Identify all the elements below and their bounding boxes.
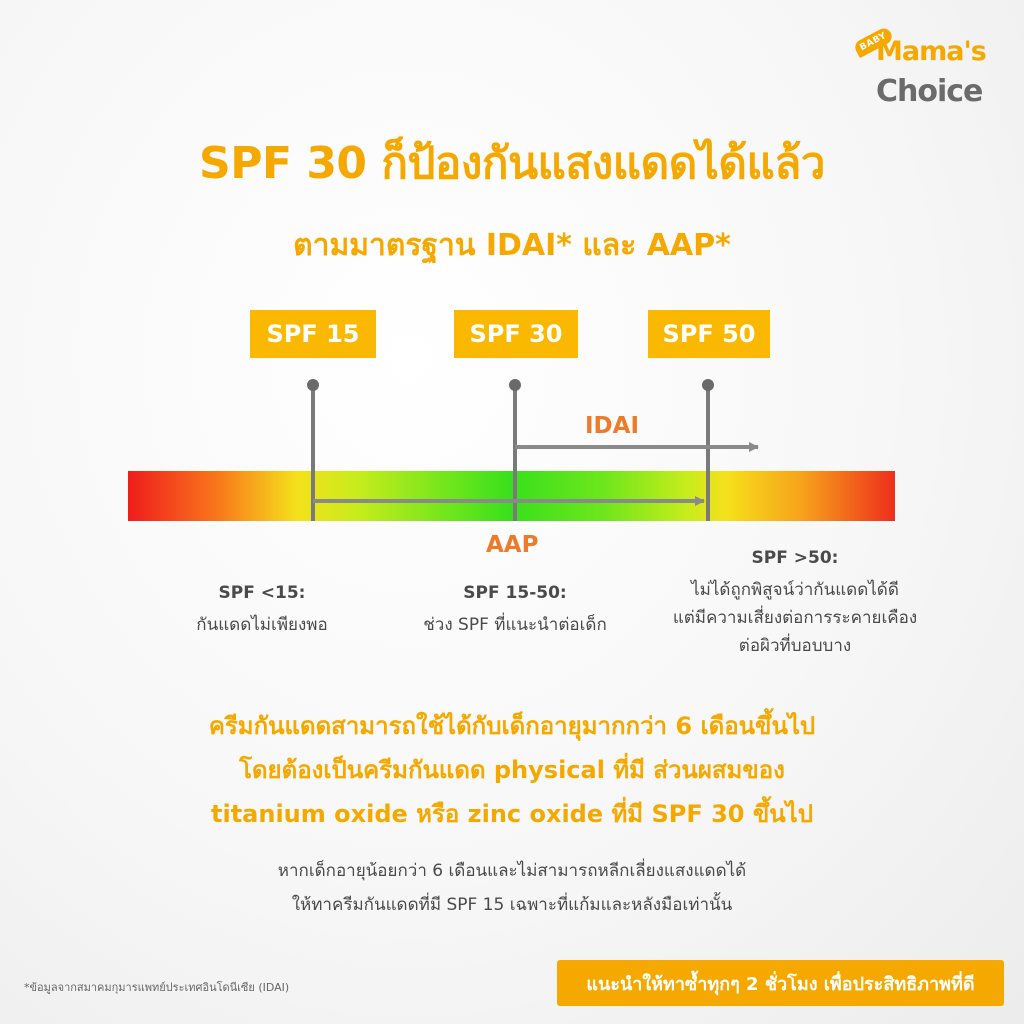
tag-spf-30: SPF 30 bbox=[454, 310, 578, 358]
page-title: SPF 30 ก็ป้องกันแสงแดดได้แล้ว bbox=[199, 138, 826, 189]
desc-line: แต่มีความเสี่ยงต่อการระคายเคือง bbox=[672, 608, 918, 628]
aap-label: AAP bbox=[486, 532, 539, 558]
desc-line: กันแดดไม่เพียงพอ bbox=[196, 615, 328, 635]
note-line: หากเด็กอายุน้อยกว่า 6 เดือนและไม่สามารถห… bbox=[277, 861, 747, 881]
logo-choice-text: Choice bbox=[876, 74, 983, 109]
desc-heading: SPF <15: bbox=[218, 583, 306, 603]
desc-heading: SPF >50: bbox=[751, 548, 839, 568]
marker-spf-50 bbox=[702, 379, 714, 521]
tag-spf-50: SPF 50 bbox=[648, 310, 770, 358]
marker-spf-15 bbox=[307, 379, 319, 521]
desc-spf-below-15: SPF <15: กันแดดไม่เพียงพอ bbox=[112, 583, 412, 639]
page-subtitle: ตามมาตรฐาน IDAI* และ AAP* bbox=[293, 228, 731, 263]
brand-logo: BABY Mama's Choice bbox=[852, 14, 1002, 114]
note-line: ให้ทาครีมกันแดดที่มี SPF 15 เฉพาะที่แก้ม… bbox=[291, 895, 733, 915]
recommendation-block: ครีมกันแดดสามารถใช้ได้กับเด็กอายุมากกว่า… bbox=[0, 704, 1024, 836]
idai-label: IDAI bbox=[585, 413, 640, 439]
tag-spf-15: SPF 15 bbox=[250, 310, 376, 358]
desc-spf-above-50: SPF >50: ไม่ได้ถูกพิสูจน์ว่ากันแดดได้ดี … bbox=[635, 548, 955, 660]
desc-line: ต่อผิวที่บอบบาง bbox=[738, 636, 852, 656]
source-footnote: *ข้อมูลจากสมาคมกุมารแพทย์ประเทศอินโดนีเซ… bbox=[24, 981, 290, 994]
infant-note: หากเด็กอายุน้อยกว่า 6 เดือนและไม่สามารถห… bbox=[0, 854, 1024, 922]
spf-spectrum-bar bbox=[128, 471, 895, 521]
recommendation-line: โดยต้องเป็นครีมกันแดด physical ที่มี ส่ว… bbox=[239, 756, 785, 784]
desc-line: ช่วง SPF ที่แนะนำต่อเด็ก bbox=[423, 615, 607, 635]
recommendation-line: ครีมกันแดดสามารถใช้ได้กับเด็กอายุมากกว่า… bbox=[208, 712, 816, 740]
recommendation-line: titanium oxide หรือ zinc oxide ที่มี SPF… bbox=[211, 800, 813, 828]
logo-mamas-text: Mama's bbox=[876, 36, 987, 67]
desc-heading: SPF 15-50: bbox=[463, 583, 567, 603]
marker-spf-30 bbox=[509, 379, 521, 521]
reapply-banner: แนะนำให้ทาซ้ำทุกๆ 2 ชั่วโมง เพื่อประสิทธ… bbox=[557, 960, 1004, 1006]
desc-spf-15-50: SPF 15-50: ช่วง SPF ที่แนะนำต่อเด็ก bbox=[355, 583, 675, 639]
desc-line: ไม่ได้ถูกพิสูจน์ว่ากันแดดได้ดี bbox=[691, 580, 899, 600]
